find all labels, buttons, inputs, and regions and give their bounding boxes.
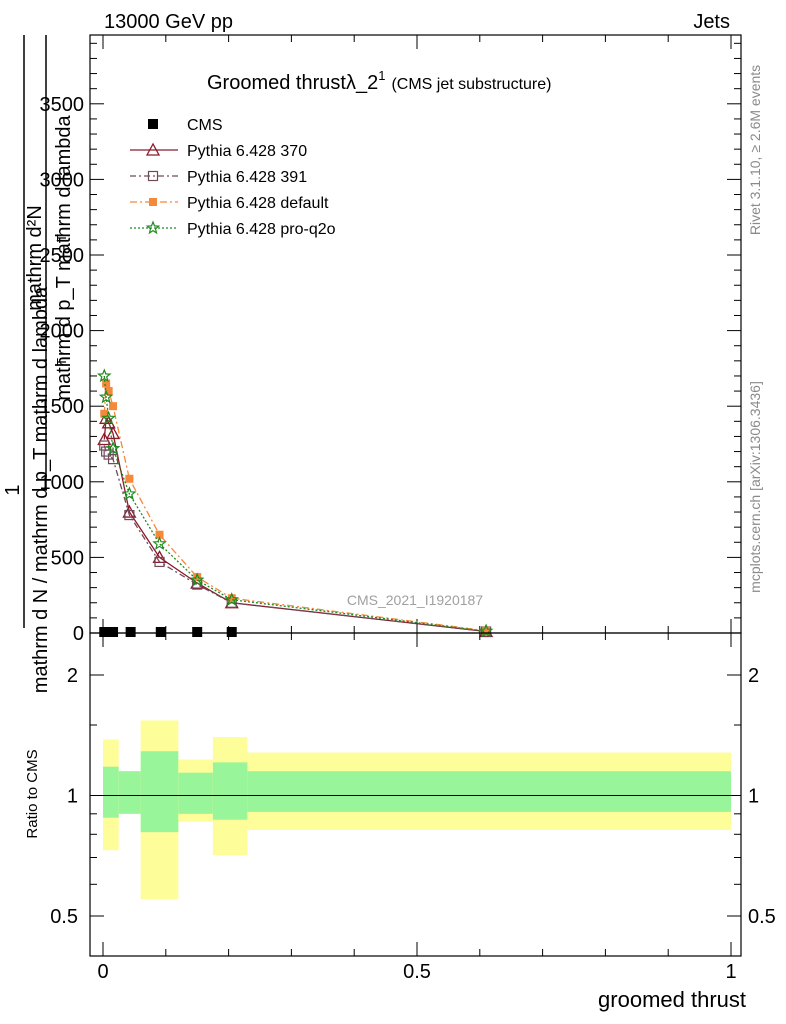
ratio-y-tick-label: 0.5 bbox=[50, 906, 78, 928]
ratio-panel: 0.5 0.5 1 1 2 2 0 0.5 1 Ratio to CMS groomed thr… bbox=[24, 632, 776, 1012]
legend-label: Pythia 6.428 pro-q2o bbox=[187, 221, 336, 238]
y-label-sub: T bbox=[54, 234, 69, 242]
ratio-frame bbox=[89, 632, 742, 957]
legend: CMS Pythia 6.428 370 Pythia 6.428 391 Pythi… bbox=[130, 117, 336, 238]
data-point-cms bbox=[226, 627, 237, 637]
main-panel: 0 500 1000 1500 2000 2500 3000 3500 Groomed thr… bbox=[2, 34, 742, 693]
x-axis-label: groomed thrust bbox=[598, 987, 746, 1012]
ratio-band-inner bbox=[212, 762, 248, 820]
legend-label: Pythia 6.428 391 bbox=[187, 169, 307, 186]
legend-marker bbox=[147, 170, 159, 182]
data-point-pdefault bbox=[100, 409, 109, 418]
chart-title-sub: (CMS jet substructure) bbox=[391, 76, 551, 93]
series-line-p391 bbox=[103, 445, 487, 633]
y-label-denom: mathrm d p_T mathrm d lambda bbox=[53, 114, 75, 400]
y-tick-label: 3500 bbox=[40, 94, 85, 116]
data-point-pq2o bbox=[478, 623, 494, 638]
ratio-band-inner bbox=[103, 766, 119, 818]
legend-marker bbox=[149, 198, 157, 206]
y-axis-label: mathrm d²N mathrm d p_T mathrm d lambda … bbox=[2, 35, 75, 693]
data-point-pq2o bbox=[98, 389, 114, 404]
data-point-p391 bbox=[107, 454, 119, 465]
data-point-pq2o bbox=[122, 486, 137, 501]
y-tick-label: 2500 bbox=[40, 245, 85, 267]
legend-marker bbox=[145, 220, 161, 235]
data-point-cms bbox=[103, 627, 114, 637]
ratio-y-tick-label: 2 bbox=[67, 665, 78, 687]
data-point-p391 bbox=[154, 556, 165, 568]
data-point-cms bbox=[108, 627, 119, 637]
rivet-label: Rivet 3.1.10, ≥ 2.6M events bbox=[747, 65, 763, 235]
header-category: Jets bbox=[693, 11, 730, 33]
data-point-cms bbox=[192, 627, 203, 637]
data-point-pdefault bbox=[482, 626, 491, 635]
data-point-pq2o bbox=[96, 368, 112, 383]
chart-title-sup: 1 bbox=[378, 68, 385, 83]
series-line-pq2o bbox=[103, 375, 487, 632]
data-point-pdefault bbox=[193, 573, 202, 582]
y-tick-label: 1500 bbox=[40, 396, 85, 418]
legend-label: Pythia 6.428 default bbox=[187, 195, 329, 212]
mcplots-label: mcplots.cern.ch [arXiv:1306.3436] bbox=[747, 381, 763, 593]
legend-item-p391: Pythia 6.428 391 bbox=[130, 169, 307, 186]
legend-item-pdefault: Pythia 6.428 default bbox=[130, 195, 329, 212]
legend-item-cms: CMS bbox=[148, 117, 223, 134]
legend-label: CMS bbox=[187, 117, 223, 134]
data-point-cms bbox=[125, 627, 136, 637]
y-tick-label: 2000 bbox=[40, 321, 85, 343]
data-point-p370 bbox=[105, 426, 121, 440]
ratio-y-tick-label: 1 bbox=[67, 786, 78, 808]
ratio-band-inner bbox=[247, 771, 731, 812]
chart-title-main: Groomed thrustλ_2 bbox=[207, 72, 378, 94]
series-cms bbox=[99, 627, 237, 637]
x-tick-label: 0.5 bbox=[403, 961, 431, 983]
ratio-band-inner bbox=[140, 751, 179, 833]
x-tick-label: 1 bbox=[725, 961, 736, 983]
data-point-p391 bbox=[101, 446, 112, 457]
series-pdefault bbox=[100, 379, 491, 635]
legend-label: Pythia 6.428 370 bbox=[187, 143, 307, 160]
data-point-pq2o bbox=[152, 536, 167, 550]
header-collision: 13000 GeV pp bbox=[104, 11, 233, 33]
y-tick-label: 1000 bbox=[40, 472, 85, 494]
chart-title: Groomed thrustλ_21 (CMS jet substructure) bbox=[207, 68, 551, 94]
y-label-one: 1 bbox=[2, 484, 24, 495]
legend-item-pq2o: Pythia 6.428 pro-q2o bbox=[130, 220, 336, 238]
ratio-y-label: Ratio to CMS bbox=[24, 749, 41, 838]
y-label-numer: mathrm d²N bbox=[24, 205, 46, 311]
y-label-sub-2: T bbox=[54, 358, 69, 366]
data-point-pdefault bbox=[227, 594, 236, 603]
ratio-y-tick-label-right: 2 bbox=[748, 665, 759, 687]
legend-marker bbox=[148, 119, 158, 129]
data-point-pdefault bbox=[109, 402, 118, 411]
series-pq2o bbox=[96, 368, 494, 638]
ratio-band-inner bbox=[118, 771, 141, 814]
data-point-pq2o bbox=[189, 572, 205, 587]
data-point-p391 bbox=[124, 509, 135, 521]
data-point-cms bbox=[155, 627, 166, 637]
data-point-pq2o bbox=[224, 592, 239, 606]
y-tick-label: 3000 bbox=[40, 169, 85, 191]
data-point-pdefault bbox=[155, 530, 164, 539]
data-point-pdefault bbox=[104, 387, 113, 396]
data-point-pdefault bbox=[102, 379, 111, 388]
data-point-pq2o bbox=[101, 410, 116, 425]
y-label-dn: mathrm d N / mathrm d p_T mathrm d lambd… bbox=[30, 286, 52, 693]
data-point-pq2o bbox=[105, 440, 121, 455]
y-tick-label: 500 bbox=[51, 547, 84, 569]
data-point-p370 bbox=[122, 504, 137, 518]
legend-marker bbox=[145, 142, 161, 156]
ratio-y-tick-label-right: 1 bbox=[748, 786, 759, 808]
data-point-pdefault bbox=[125, 474, 134, 483]
y-tick-label: 0 bbox=[73, 623, 84, 645]
x-tick-label: 0 bbox=[97, 961, 108, 983]
legend-item-p370: Pythia 6.428 370 bbox=[130, 142, 307, 160]
ratio-band-inner bbox=[178, 772, 213, 814]
ratio-y-tick-label-right: 0.5 bbox=[748, 906, 776, 928]
analysis-watermark: CMS_2021_I1920187 bbox=[347, 592, 483, 608]
